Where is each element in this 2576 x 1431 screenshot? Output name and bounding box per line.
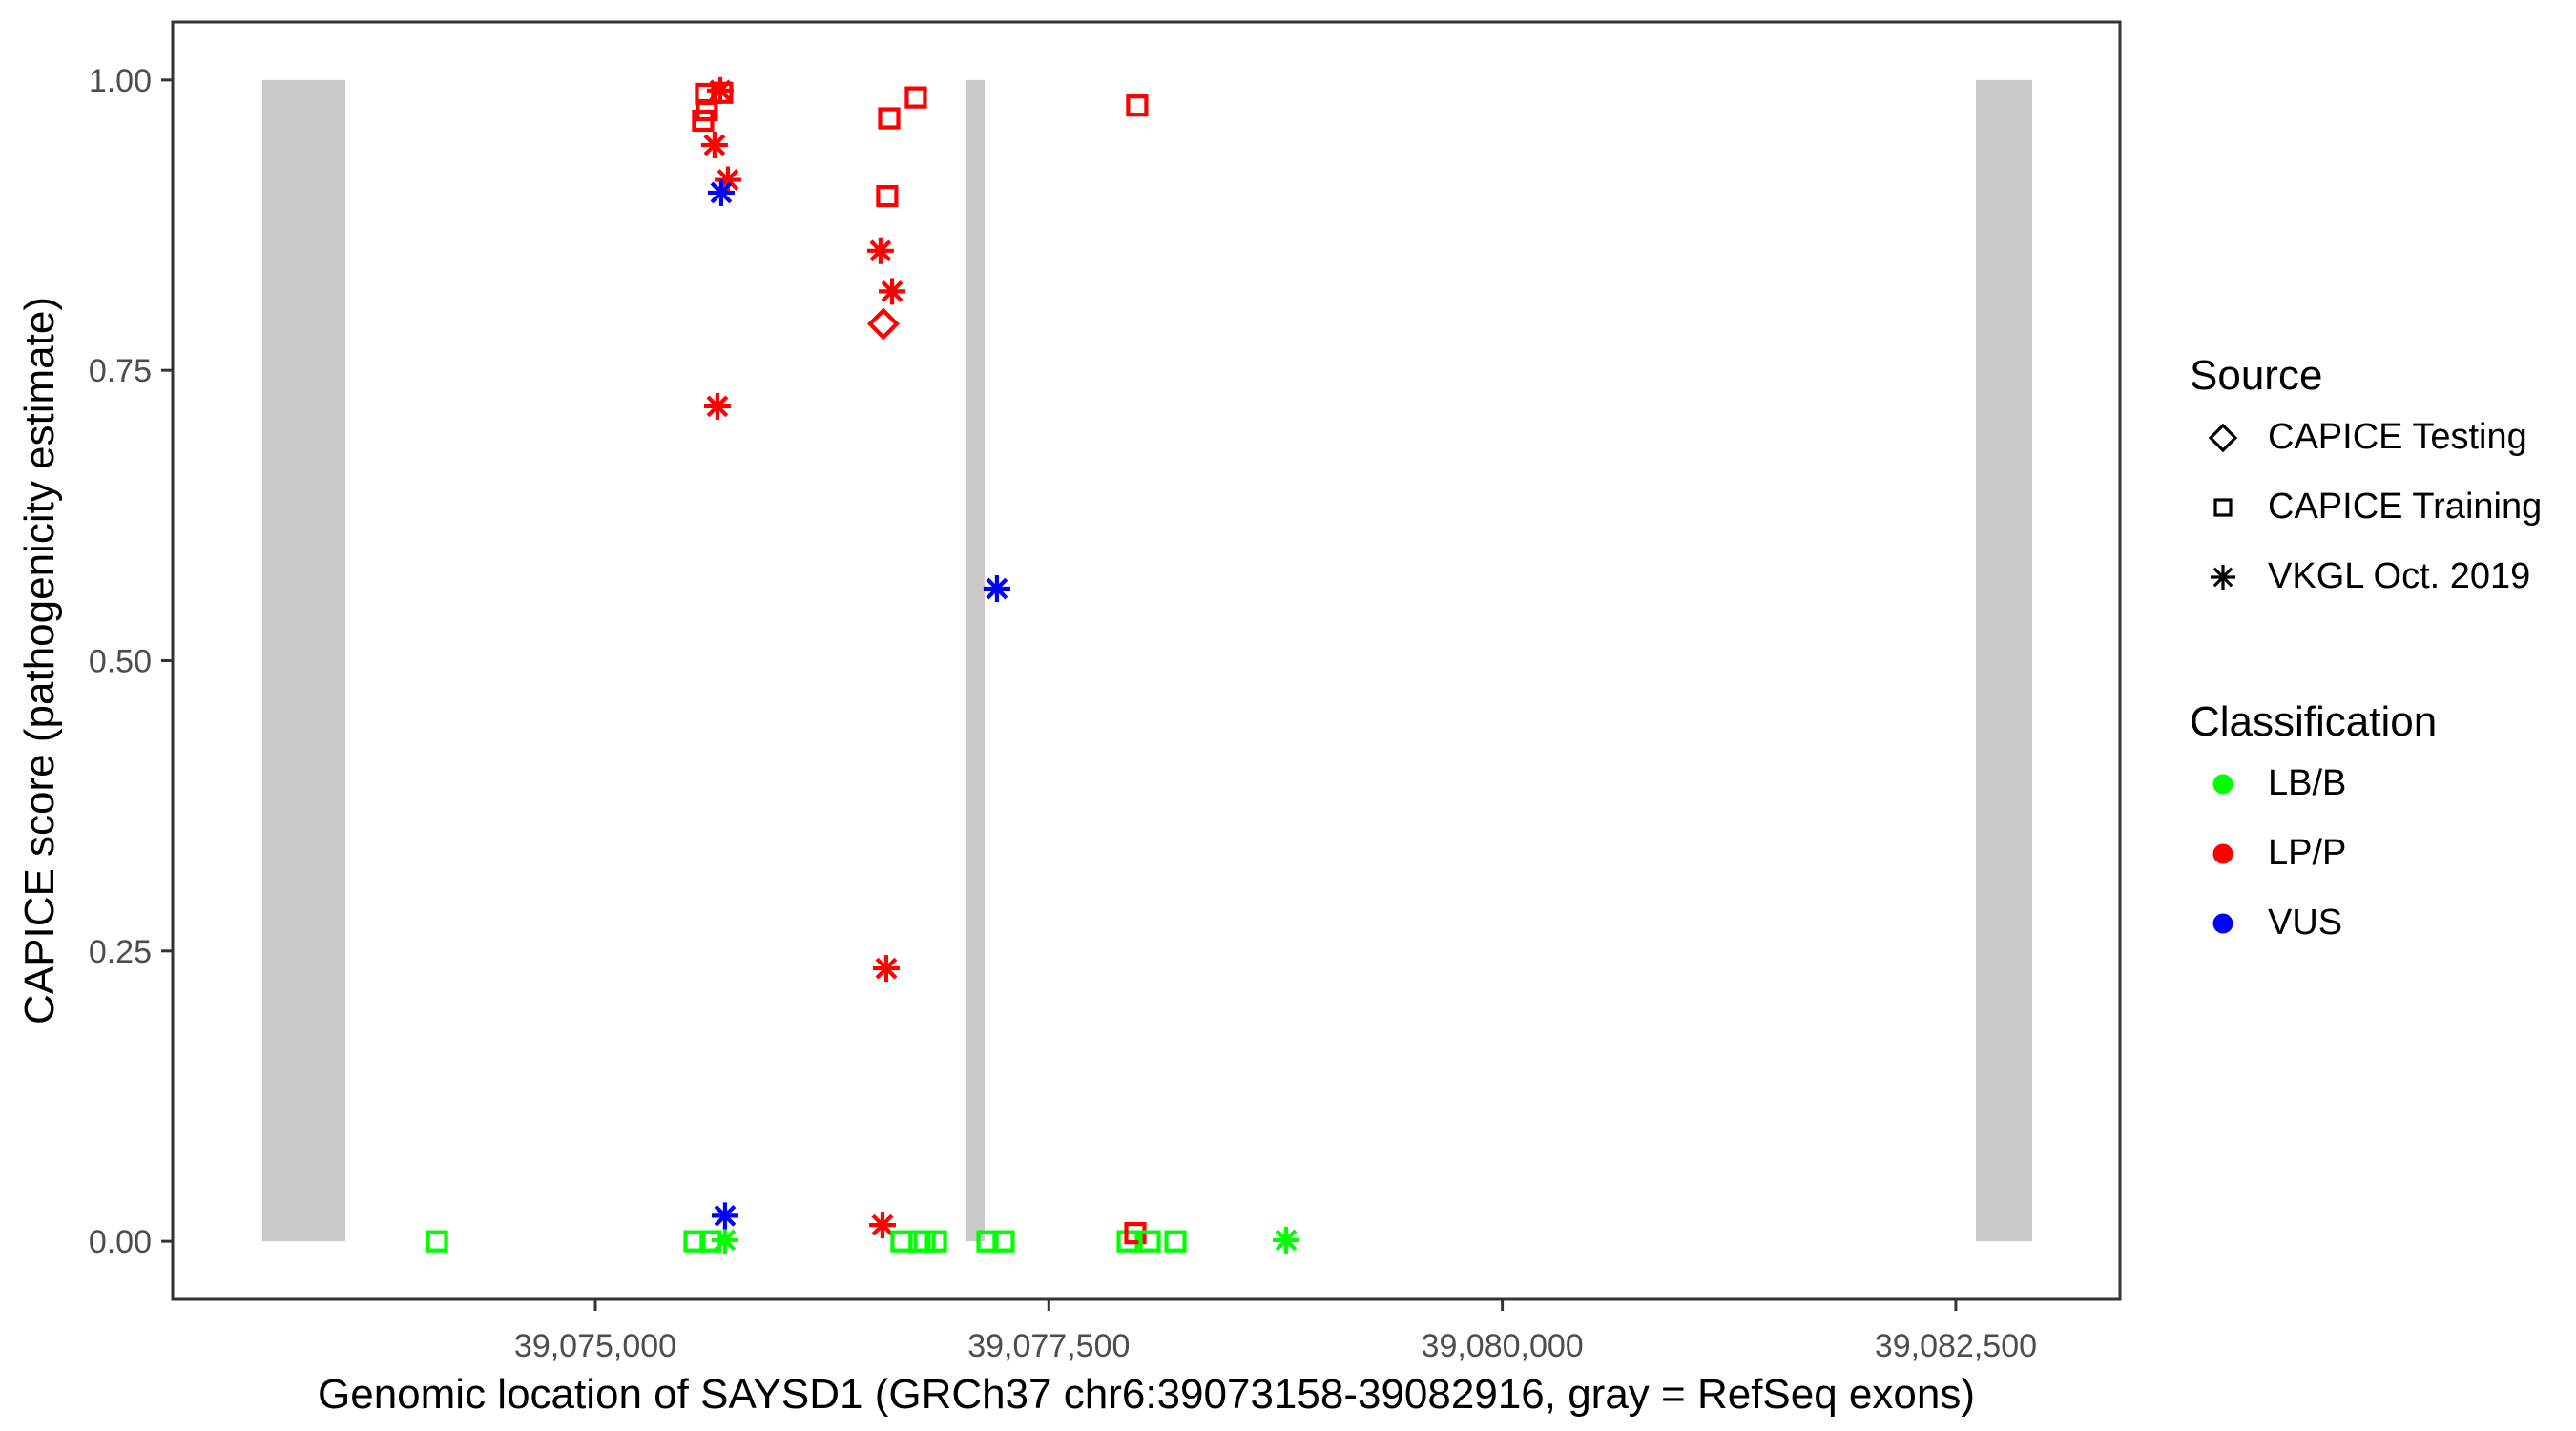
data-point-square [904,86,927,109]
legend-label: CAPICE Training [2268,487,2543,527]
data-point-asterisk [706,395,729,418]
y-axis-tick-label: 0.00 [89,1224,152,1260]
legend-source-title: Source [2190,352,2323,399]
legend-label: VKGL Oct. 2019 [2268,556,2531,596]
blue-dot-icon [2202,902,2244,944]
data-point-square [924,1230,947,1253]
y-axis-tick-label: 1.00 [89,63,152,99]
y-axis-tick-label: 0.50 [89,644,152,680]
refseq-exon-bar [261,79,345,1242]
legend-label: VUS [2268,902,2343,943]
data-point-square [890,1230,913,1253]
legend-classification-title: Classification [2190,698,2438,745]
panel-border [171,20,2122,1301]
data-point-square [1138,1230,1161,1253]
legend-group-classification: Classification LB/B LP/P [2175,695,2437,958]
data-point-asterisk [871,1213,894,1236]
y-axis-tick-label: 0.75 [89,353,152,389]
legend-item-lbb: LB/B [2175,749,2437,819]
green-dot-icon [2202,763,2244,805]
asterisk-icon [2202,556,2244,598]
data-point-square [1164,1230,1187,1253]
data-point-square [426,1230,448,1253]
legend-group-source: Source CAPICE Testing CAPICE Training [2175,349,2542,612]
refseq-exon-bar [966,79,986,1242]
legend-item-capice-training: CAPICE Training [2175,472,2542,542]
red-dot-icon [2202,833,2244,875]
refseq-exon-bar [1976,79,2032,1242]
x-axis-title: Genomic location of SAYSD1 (GRCh37 chr6:… [318,1371,1975,1418]
data-point-square [692,109,715,133]
data-point-square [992,1230,1015,1253]
legend-item-vus: VUS [2175,888,2437,958]
legend-item-capice-testing: CAPICE Testing [2175,403,2542,472]
data-point-asterisk [881,280,904,302]
x-axis-tick-label: 39,077,500 [967,1328,1130,1364]
data-point-square [878,107,901,130]
legend-label: LP/P [2268,833,2347,873]
data-point-asterisk [710,181,733,204]
x-axis-tick-label: 39,082,500 [1875,1328,2037,1364]
legend-item-lpp: LP/P [2175,819,2437,888]
data-point-asterisk [703,134,726,156]
data-point-square [1126,94,1149,117]
data-point-square [913,1230,936,1253]
data-point-square [876,184,899,208]
data-point-asterisk [714,1204,737,1227]
data-point-asterisk [986,577,1008,600]
legend-label: CAPICE Testing [2268,417,2527,457]
data-point-asterisk [1275,1229,1298,1252]
diamond-icon [2202,417,2244,459]
data-point-diamond [866,307,900,341]
data-point-asterisk [869,239,892,262]
data-point-asterisk [709,79,732,102]
data-point-asterisk [714,1229,737,1252]
legend-item-vkgl: VKGL Oct. 2019 [2175,542,2542,612]
square-icon [2202,487,2244,529]
x-axis-tick-label: 39,075,000 [514,1328,676,1364]
y-axis-title: CAPICE score (pathogenicity estimate) [16,297,63,1025]
legend-label: LB/B [2268,763,2347,803]
data-point-asterisk [875,957,898,980]
x-axis-tick-label: 39,080,000 [1422,1328,1584,1364]
y-axis-tick-label: 0.25 [89,934,152,970]
